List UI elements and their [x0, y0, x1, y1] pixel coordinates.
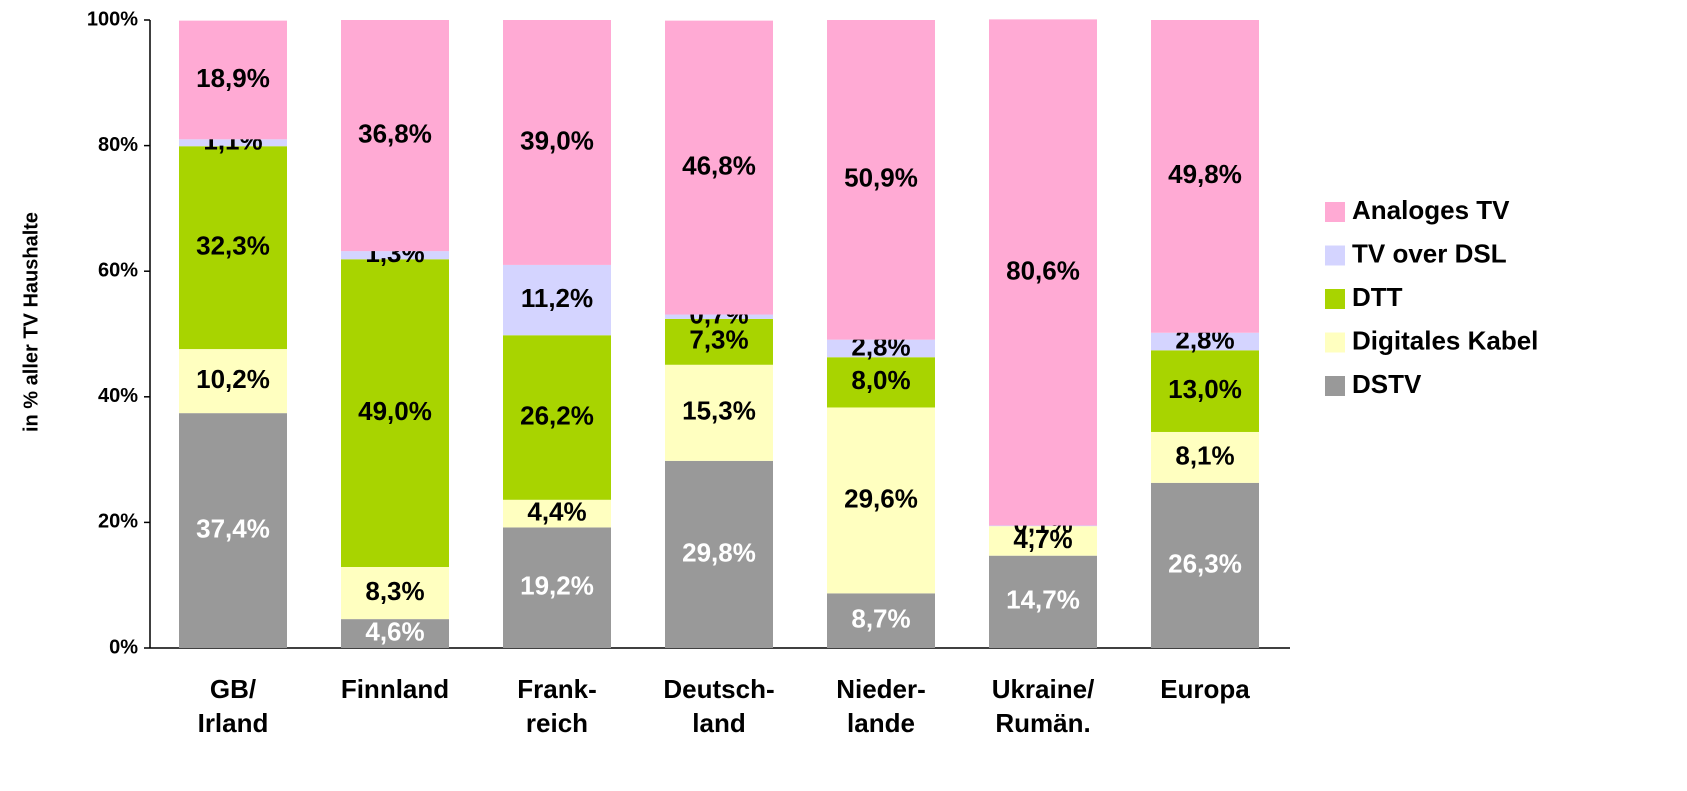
bar-segment: [179, 349, 287, 414]
y-tick-label: 100%: [87, 8, 138, 30]
value-label: 46,8%: [682, 150, 756, 180]
bar-segment: [665, 20, 773, 315]
value-label: 4,4%: [527, 496, 586, 526]
bar-segment: [989, 555, 1097, 648]
value-label: 10,2%: [196, 364, 270, 394]
value-label: 7,3%: [689, 325, 748, 355]
bar-segment: [341, 619, 449, 648]
bar-segment: [341, 259, 449, 567]
legend-swatch: [1325, 245, 1345, 266]
bar-segment: [179, 413, 287, 648]
y-tick-label: 0%: [109, 636, 138, 658]
x-tick-label: Europa: [1160, 674, 1250, 704]
bar-segment: [341, 20, 449, 252]
bar-segment: [827, 20, 935, 340]
bar-segment: [1151, 20, 1259, 333]
value-label: 4,6%: [365, 616, 424, 646]
bar-segment: [179, 139, 287, 147]
bar-segment: [341, 566, 449, 620]
value-label: 50,9%: [844, 163, 918, 193]
bar-segment: [665, 318, 773, 365]
value-label: 8,3%: [365, 576, 424, 606]
bar-segment: [665, 460, 773, 648]
x-tick-label: Nieder- lande: [836, 674, 926, 738]
y-tick-label: 20%: [98, 511, 138, 533]
value-label: 11,2%: [521, 283, 593, 313]
legend-label: DTT: [1352, 282, 1403, 312]
bar-segment: [503, 527, 611, 648]
value-label: 49,0%: [358, 396, 432, 426]
legend-label: DSTV: [1352, 369, 1422, 399]
x-tick-label: Finnland: [340, 674, 450, 704]
bar-segment: [989, 525, 1097, 527]
bar-segment: [1151, 332, 1259, 351]
legend-swatch: [1325, 289, 1345, 309]
legend-swatch: [1325, 202, 1345, 222]
value-label: 19,2%: [520, 571, 594, 601]
value-label: 8,1%: [1175, 440, 1234, 470]
bar-segment: [989, 19, 1097, 526]
value-label: 32,3%: [196, 231, 270, 261]
x-tick-label: GB/ Irland: [197, 674, 269, 738]
value-label: 13,0%: [1168, 374, 1242, 404]
legend-label: Analoges TV: [1352, 195, 1510, 225]
y-tick-label: 40%: [98, 385, 138, 407]
value-label: 80,6%: [1006, 255, 1080, 285]
x-tick-label: Frank- reich: [517, 674, 597, 738]
y-tick-label: 80%: [98, 134, 138, 156]
legend-swatch: [1325, 376, 1345, 396]
bar-segment: [1151, 482, 1259, 648]
bar-segment: [179, 146, 287, 350]
legend-swatch: [1325, 332, 1345, 353]
bar-segment: [503, 264, 611, 336]
bar-segment: [827, 357, 935, 408]
bar-segment: [827, 593, 935, 648]
bar-segment: [827, 407, 935, 594]
bar-segment: [503, 499, 611, 528]
x-tick-label: Deutsch- land: [663, 674, 775, 738]
value-label: 36,8%: [358, 118, 432, 148]
bar-segment: [503, 335, 611, 500]
bar-segment: [827, 339, 935, 358]
value-label: 4,7%: [1013, 524, 1072, 554]
value-label: 14,7%: [1006, 585, 1080, 615]
value-label: 29,8%: [682, 537, 756, 567]
value-label: 26,3%: [1168, 548, 1242, 578]
value-label: 8,0%: [851, 365, 910, 395]
value-label: 37,4%: [196, 513, 270, 543]
legend-label: TV over DSL: [1352, 238, 1507, 268]
legend-label: Digitales Kabel: [1352, 325, 1538, 355]
value-label: 39,0%: [520, 125, 594, 155]
value-label: 49,8%: [1168, 159, 1242, 189]
value-label: 8,7%: [851, 604, 910, 634]
bar-segment: [179, 20, 287, 140]
bar-segment: [1151, 350, 1259, 432]
x-tick-label: Ukraine/ Rumän.: [991, 674, 1095, 738]
bar-segment: [1151, 431, 1259, 483]
y-tick-label: 60%: [98, 259, 138, 281]
value-label: 26,2%: [520, 400, 594, 430]
bar-segment: [341, 251, 449, 260]
bar-segment: [665, 364, 773, 461]
value-label: 15,3%: [682, 396, 756, 426]
bar-segment: [503, 20, 611, 265]
y-axis-label: in % aller TV Haushalte: [20, 212, 42, 432]
bar-segment: [665, 314, 773, 319]
value-label: 29,6%: [844, 483, 918, 513]
bar-segment: [989, 526, 1097, 556]
value-label: 18,9%: [196, 63, 270, 93]
